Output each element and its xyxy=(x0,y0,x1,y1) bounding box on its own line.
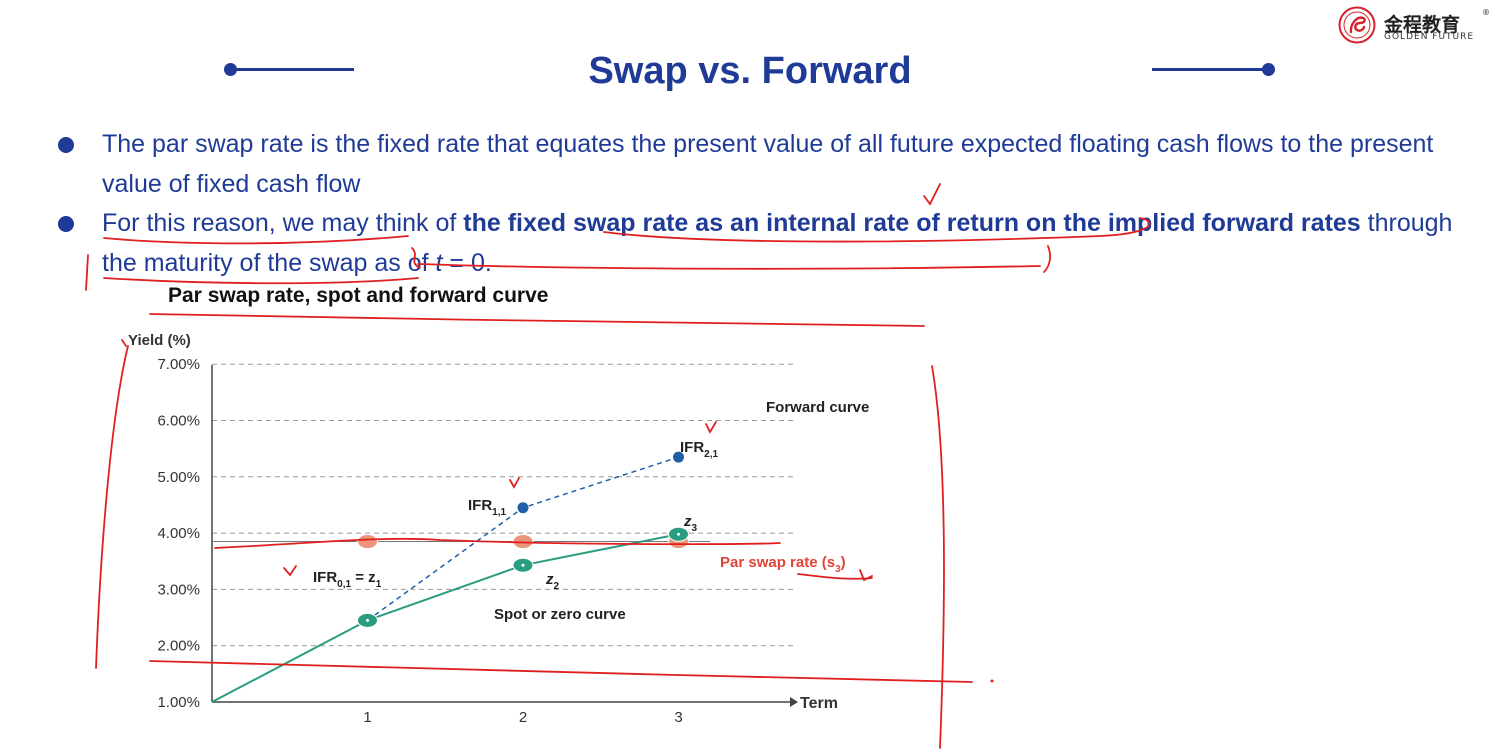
bullet-2-lead: For this reason, we may think of xyxy=(102,209,464,237)
spot-curve-label: Spot or zero curve xyxy=(494,606,626,623)
forward-point xyxy=(517,502,529,514)
y-tick-label: 3.00% xyxy=(157,581,200,598)
bullet-2-var: t xyxy=(435,249,443,277)
logo-seal-icon xyxy=(1338,6,1376,44)
company-logo: 金程教育 ® GOLDEN FUTURE xyxy=(1338,6,1490,46)
spot-point-center xyxy=(521,563,525,567)
y-tick-label: 2.00% xyxy=(157,638,200,655)
label-z3: z3 xyxy=(683,513,698,534)
x-axis-label: Term xyxy=(800,695,838,712)
y-tick-label: 1.00% xyxy=(157,694,200,711)
bullet-2-tail: through the maturity of the swap as of xyxy=(102,209,1453,277)
bullet-2-end: = 0. xyxy=(442,249,492,277)
par-swap-marker xyxy=(357,534,378,550)
bullet-dot xyxy=(58,216,74,232)
registered-mark: ® xyxy=(1482,8,1490,17)
logo-english-name: GOLDEN FUTURE xyxy=(1384,32,1475,42)
bullet-1-text: The par swap rate is the fixed rate that… xyxy=(102,130,1434,198)
label-ifr-2-1: IFR2,1 xyxy=(680,439,719,460)
y-tick-label: 5.00% xyxy=(157,469,200,486)
y-axis-label: Yield (%) xyxy=(128,332,191,349)
par-swap-label: Par swap rate (s3) xyxy=(720,554,846,575)
x-tick-label: 1 xyxy=(363,709,371,726)
slide-title: Swap vs. Forward xyxy=(588,50,912,92)
title-deco-right-line xyxy=(1152,68,1270,71)
bullet-1: The par swap rate is the fixed rate that… xyxy=(58,124,1458,204)
forward-curve-label: Forward curve xyxy=(766,399,869,416)
title-deco-right-dot xyxy=(1262,63,1275,76)
label-ifr-1-1: IFR1,1 xyxy=(468,497,507,518)
x-tick-label: 3 xyxy=(674,709,682,726)
label-z2: z2 xyxy=(545,571,560,592)
forward-point xyxy=(673,451,684,463)
spot-point-center xyxy=(366,618,369,622)
par-swap-marker xyxy=(512,534,534,550)
chart-title: Par swap rate, spot and forward curve xyxy=(168,284,549,307)
spot-point-center xyxy=(677,532,680,536)
label-ifr-0-1: IFR0,1 = z1 xyxy=(313,569,382,590)
y-tick-label: 7.00% xyxy=(157,356,200,373)
title-deco-left-line xyxy=(230,68,354,71)
bullet-dot xyxy=(58,137,74,153)
y-tick-label: 6.00% xyxy=(157,413,200,430)
logo-chinese-name: 金程教育 xyxy=(1384,14,1461,36)
x-axis-arrow xyxy=(790,697,798,707)
y-tick-label: 4.00% xyxy=(157,525,200,542)
x-tick-label: 2 xyxy=(519,709,527,726)
